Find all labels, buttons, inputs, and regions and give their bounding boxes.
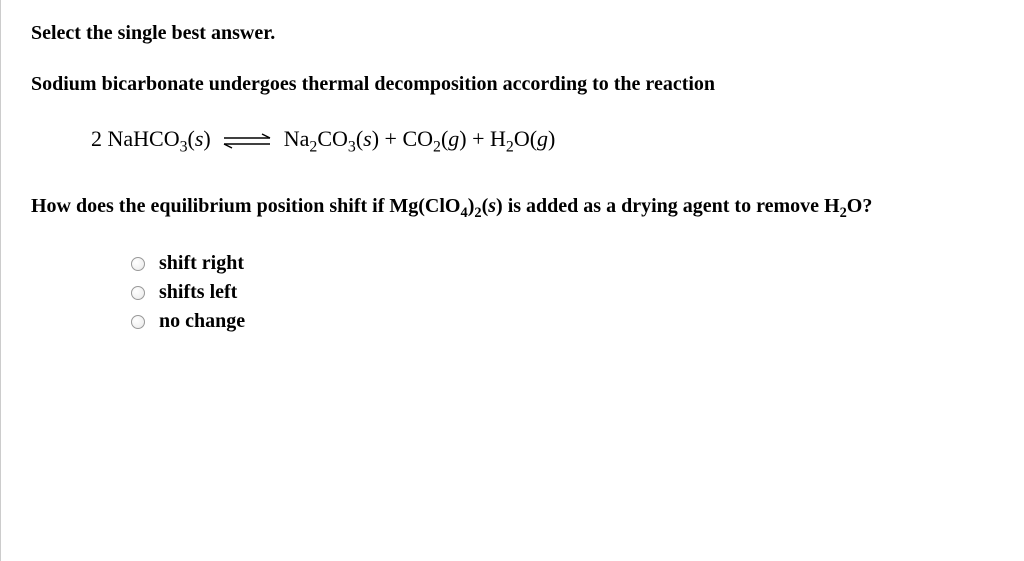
option-label: no change (159, 310, 245, 333)
option-label: shift right (159, 252, 244, 275)
instruction-text: Select the single best answer. (31, 22, 994, 45)
radio-icon[interactable] (131, 257, 145, 271)
reaction-equation: 2 NaHCO3(s) Na2CO3(s) + CO2(g) + H2O(g) (91, 126, 994, 152)
question-stem: Sodium bicarbonate undergoes thermal dec… (31, 73, 994, 96)
product-3: H2O(g) (490, 126, 555, 151)
option-label: shifts left (159, 281, 237, 304)
water-formula: H2O? (824, 195, 872, 217)
option-row[interactable]: shifts left (131, 281, 994, 304)
product-1: Na2CO3(s) (284, 126, 385, 151)
followup-question: How does the equilibrium position shift … (31, 186, 994, 226)
drying-agent-formula: Mg(ClO4)2(s) (389, 195, 502, 217)
radio-icon[interactable] (131, 315, 145, 329)
radio-icon[interactable] (131, 286, 145, 300)
option-row[interactable]: shift right (131, 252, 994, 275)
question-container: Select the single best answer. Sodium bi… (0, 0, 1024, 561)
coeff: 2 (91, 126, 102, 151)
option-row[interactable]: no change (131, 310, 994, 333)
answer-options: shift right shifts left no change (131, 252, 994, 333)
reactant-1: NaHCO3(s) (108, 126, 217, 151)
equilibrium-arrows-icon (220, 131, 274, 151)
product-2: CO2(g) (402, 126, 472, 151)
